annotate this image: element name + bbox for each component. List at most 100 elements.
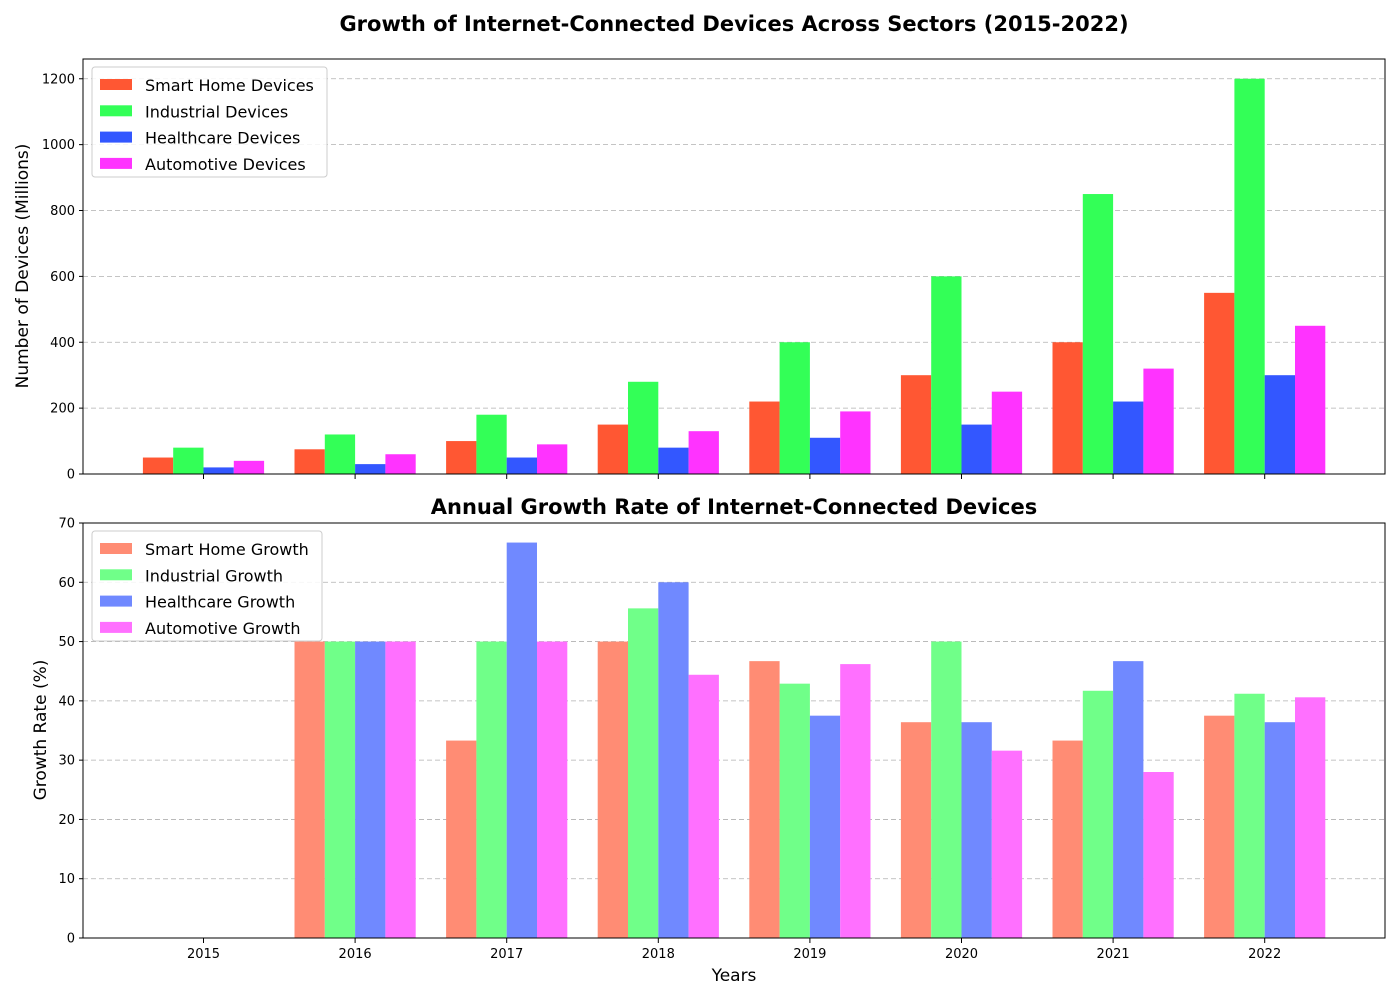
legend-entry: Industrial Growth — [145, 566, 283, 585]
bar — [1113, 401, 1144, 474]
legend-swatch — [100, 131, 132, 143]
legend-entry: Industrial Devices — [145, 102, 288, 121]
bar — [991, 391, 1023, 474]
legend-entry: Automotive Growth — [145, 619, 301, 638]
bar — [1295, 325, 1326, 474]
y-tick-label: 40 — [58, 694, 75, 709]
bar — [1234, 78, 1265, 474]
bar — [385, 454, 416, 474]
x-tick-label: 2018 — [642, 947, 675, 962]
bar — [385, 641, 416, 938]
bar — [628, 608, 659, 938]
legend-box — [91, 66, 328, 178]
bar — [203, 467, 234, 474]
bar — [537, 444, 568, 474]
y-tick-label: 800 — [50, 204, 75, 219]
y-tick-label: 200 — [50, 402, 75, 417]
legend: Smart Home Devices Industrial Devices Heal… — [91, 66, 328, 178]
bar — [1143, 772, 1174, 938]
bar — [628, 381, 659, 474]
bar — [537, 641, 568, 938]
y-tick-label: 1200 — [42, 72, 75, 87]
bar — [1052, 342, 1083, 474]
bar — [324, 641, 356, 938]
bar — [506, 457, 537, 474]
plot-frame — [82, 522, 1386, 939]
bar — [1052, 740, 1083, 938]
bar — [142, 457, 174, 474]
legend-entry: Smart Home Devices — [145, 76, 314, 95]
x-tick-label: 2019 — [793, 947, 826, 962]
legend-swatch — [100, 621, 132, 633]
y-tick-label: 10 — [58, 872, 75, 887]
bar — [506, 542, 537, 938]
legend-entry: Smart Home Growth — [145, 540, 309, 559]
y-axis-label: Growth Rate (%) — [31, 660, 51, 801]
bar — [658, 582, 689, 938]
bar — [597, 641, 628, 938]
y-tick-label: 30 — [58, 754, 75, 769]
legend-swatch — [100, 157, 132, 169]
y-tick-label: 70 — [58, 517, 75, 532]
bar — [1204, 292, 1235, 474]
bar — [233, 460, 265, 474]
y-tick-label: 0 — [67, 932, 75, 947]
legend-swatch — [100, 543, 132, 554]
x-tick-label: 2021 — [1097, 947, 1130, 962]
bar — [961, 424, 992, 474]
legend-entry: Healthcare Devices — [145, 129, 300, 148]
y-tick-label: 400 — [50, 336, 75, 351]
bar — [809, 715, 841, 938]
bar — [931, 276, 962, 474]
y-tick-label: 50 — [58, 635, 75, 650]
x-tick-label: 2015 — [187, 947, 220, 962]
legend-swatch — [100, 79, 132, 90]
legend: Smart Home Growth Industrial Growth Health… — [91, 530, 323, 642]
bar — [900, 722, 932, 938]
growth-rate-chart: Annual Growth Rate of Internet-Connected… — [31, 495, 1386, 986]
bar — [597, 424, 628, 474]
legend-entry: Automotive Devices — [145, 155, 306, 174]
bar — [1234, 693, 1265, 938]
chart-title: Annual Growth Rate of Internet-Connected… — [431, 495, 1037, 519]
bar — [324, 434, 356, 474]
y-tick-label: 0 — [67, 468, 75, 483]
bar — [355, 464, 386, 474]
bar — [840, 664, 871, 938]
bar — [1264, 375, 1295, 474]
bar — [991, 750, 1023, 938]
legend-box — [91, 530, 323, 642]
bar — [749, 401, 780, 474]
x-axis-label: Years — [711, 966, 757, 986]
bar — [1295, 697, 1326, 938]
x-tick-label: 2017 — [490, 947, 523, 962]
bar — [779, 342, 810, 474]
bar — [900, 375, 932, 474]
bar — [294, 449, 325, 474]
bar — [931, 641, 962, 938]
bar — [1264, 722, 1295, 938]
x-tick-label: 2022 — [1248, 947, 1281, 962]
bar — [840, 411, 871, 474]
devices-chart: Growth of Internet-Connected Devices Acr… — [13, 12, 1386, 483]
bar — [749, 661, 780, 938]
bar — [688, 431, 719, 474]
legend-swatch — [100, 595, 132, 607]
x-tick-label: 2020 — [945, 947, 978, 962]
bar — [779, 683, 810, 938]
bar — [173, 447, 204, 474]
plot-frame — [82, 58, 1386, 475]
legend-swatch — [100, 569, 132, 581]
bar — [1113, 661, 1144, 938]
bar — [1143, 368, 1174, 474]
legend-entry: Healthcare Growth — [145, 593, 295, 612]
bar — [446, 740, 477, 938]
legend-swatch — [100, 105, 132, 117]
y-tick-label: 60 — [58, 576, 75, 591]
bar — [446, 441, 477, 474]
bar — [1082, 690, 1114, 938]
y-axis-label: Number of Devices (Millions) — [13, 144, 33, 389]
y-tick-label: 600 — [50, 270, 75, 285]
bar — [476, 641, 507, 938]
